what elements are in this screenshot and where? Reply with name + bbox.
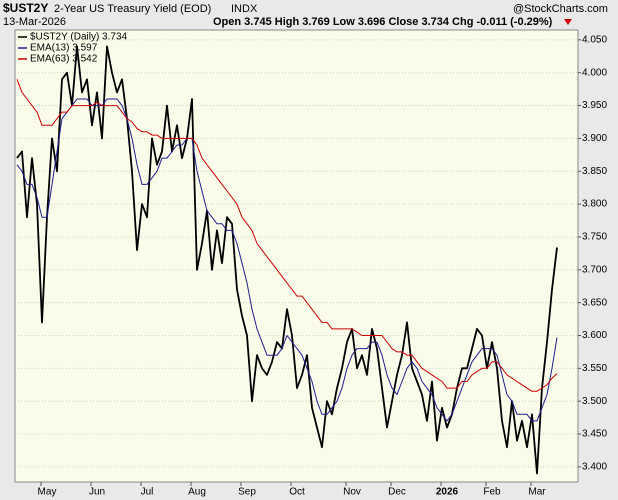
x-tick-label: 2026 — [436, 487, 459, 498]
x-tick-label: May — [38, 487, 57, 498]
y-tick-label: 3.850 — [582, 166, 607, 177]
plot-area — [14, 29, 579, 483]
series-line — [16, 98, 558, 422]
y-tick-label: 3.700 — [582, 264, 607, 275]
x-tick-label: Feb — [483, 487, 501, 498]
title: 2-Year US Treasury Yield (EOD) — [54, 3, 211, 15]
date: 13-Mar-2026 — [3, 16, 66, 28]
x-tick-label: Jun — [89, 487, 105, 498]
series-line — [16, 45, 558, 475]
down-arrow — [564, 19, 572, 25]
x-tick-label: Nov — [343, 487, 361, 498]
series-line — [16, 79, 558, 392]
x-tick-label: Aug — [188, 487, 206, 498]
x-tick-label: Dec — [388, 487, 406, 498]
legend-label: EMA(63) 3.542 — [30, 54, 98, 65]
y-tick-label: 3.600 — [582, 330, 607, 341]
x-tick-label: Sep — [238, 487, 256, 498]
y-tick-label: 4.000 — [582, 67, 607, 78]
y-tick-label: 4.050 — [582, 34, 607, 45]
legend-label: $UST2Y (Daily) 3.734 — [30, 32, 128, 43]
x-tick-label: Jul — [141, 487, 154, 498]
y-tick-label: 3.550 — [582, 363, 607, 374]
y-tick-label: 3.900 — [582, 133, 607, 144]
quote: Open 3.745 High 3.769 Low 3.696 Close 3.… — [213, 16, 553, 28]
y-tick-label: 3.950 — [582, 100, 607, 111]
x-tick-label: Oct — [289, 487, 305, 498]
legend-label: EMA(13) 3.597 — [30, 43, 98, 54]
y-tick-label: 3.750 — [582, 232, 607, 243]
y-tick-label: 3.800 — [582, 199, 607, 210]
y-tick-label: 3.400 — [582, 462, 607, 473]
y-tick-label: 3.650 — [582, 297, 607, 308]
brand: @StockCharts.com — [513, 3, 608, 15]
y-tick-label: 3.450 — [582, 429, 607, 440]
exchange: INDX — [231, 3, 258, 15]
symbol: $UST2Y — [3, 1, 48, 15]
y-tick-label: 3.500 — [582, 396, 607, 407]
x-tick-label: Mar — [528, 487, 546, 498]
